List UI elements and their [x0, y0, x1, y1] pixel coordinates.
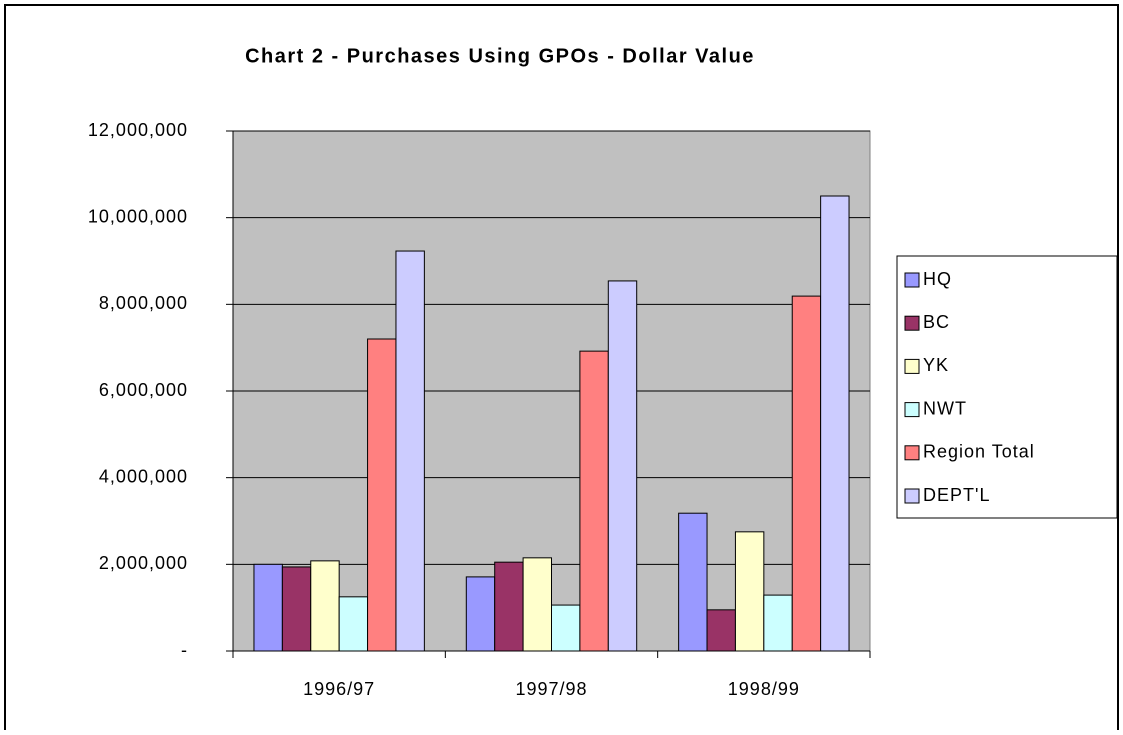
bar: [253, 563, 283, 652]
legend-label: Region Total: [923, 442, 1035, 462]
bar: [551, 604, 581, 652]
bar: [763, 594, 793, 652]
y-tick-label: 6,000,000: [99, 380, 188, 400]
bar: [607, 280, 638, 652]
legend-label: YK: [923, 355, 949, 375]
bar: [395, 250, 425, 652]
legend-label: BC: [923, 312, 950, 332]
x-tick-label: 1997/98: [515, 679, 587, 699]
chart-title: Chart 2 - Purchases Using GPOs - Dollar …: [245, 45, 755, 67]
bar: [367, 338, 397, 652]
x-tick-label: 1998/99: [728, 679, 800, 699]
legend-swatch: [904, 445, 920, 461]
bar: [706, 609, 736, 652]
y-tick-label: 4,000,000: [99, 466, 188, 486]
x-tick-label: 1996/97: [303, 679, 375, 699]
y-tick-label: 10,000,000: [88, 206, 188, 226]
bar: [791, 295, 822, 652]
legend-label: NWT: [923, 398, 967, 418]
y-tick-label: 12,000,000: [88, 120, 188, 140]
legend-swatch: [904, 272, 920, 288]
legend-swatch: [904, 358, 920, 374]
bar: [579, 350, 609, 652]
bar: [820, 195, 850, 652]
bar: [734, 531, 765, 652]
legend-swatch: [904, 315, 920, 331]
y-tick-label: -: [181, 640, 188, 660]
y-tick-label: 2,000,000: [99, 553, 188, 573]
legend-label: HQ: [923, 269, 952, 289]
chart-frame: [4, 4, 1119, 730]
legend-swatch: [904, 402, 920, 418]
bar: [338, 596, 369, 652]
legend-box: [896, 255, 1118, 519]
y-tick-label: 8,000,000: [99, 293, 188, 313]
bar: [281, 566, 312, 652]
bar: [310, 560, 340, 652]
bar: [678, 512, 708, 652]
legend-label: DEPT'L: [923, 485, 990, 505]
bar: [522, 557, 552, 652]
bar: [494, 561, 524, 652]
legend-swatch: [904, 488, 920, 504]
bar: [465, 576, 496, 652]
